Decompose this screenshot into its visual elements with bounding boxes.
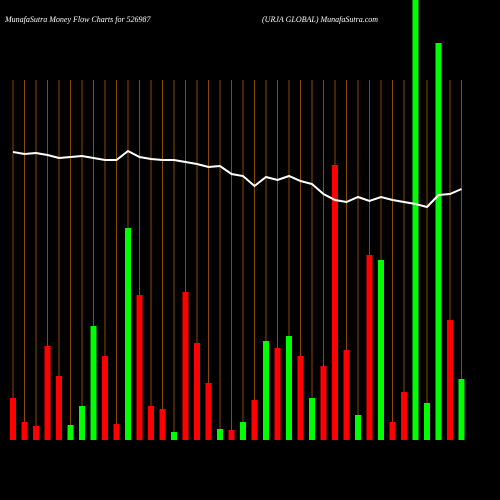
bar [309,398,315,440]
bar [228,430,235,440]
bar [355,415,361,440]
bar [458,379,465,440]
bar [389,422,396,440]
bar [378,260,384,440]
bar [332,165,338,440]
bar [274,348,281,440]
bar [125,228,131,440]
bar [44,346,51,440]
chart-subtitle: (URJA GLOBAL) MunafaSutra.com [262,15,378,24]
bar [366,255,373,440]
bar [297,356,304,440]
bar [217,429,223,440]
bar [343,350,350,440]
bar [320,366,327,440]
bar [102,356,108,440]
bar [90,326,97,440]
bar [67,425,74,440]
bar [194,343,200,440]
bar [113,424,120,440]
bar [148,406,154,440]
bar [79,406,85,440]
bar [424,403,430,440]
money-flow-line [12,149,462,209]
bar [240,422,246,440]
bar [412,0,419,440]
bar [251,400,258,440]
bar [21,422,28,440]
bar [171,432,177,440]
chart-title: MunafaSutra Money Flow Charts for 526987 [4,15,152,24]
bar [401,392,407,440]
bar [286,336,292,440]
bar [10,398,16,440]
bar [447,320,453,440]
bar [435,43,442,440]
bar [159,409,166,440]
bar [182,292,189,440]
bar [136,295,143,440]
bar [205,383,212,440]
bar [56,376,62,440]
bar [263,341,269,440]
bar [33,426,39,440]
